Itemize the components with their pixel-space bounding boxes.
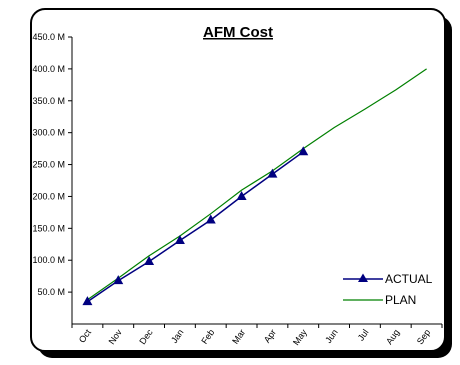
chart-title: AFM Cost (203, 24, 273, 41)
data-point-actual (267, 168, 278, 178)
legend: ACTUAL PLAN (343, 272, 433, 307)
series-line-plan (87, 68, 427, 301)
y-tick-label: 350.0 M (32, 96, 65, 106)
y-tick-label: 250.0 M (32, 160, 65, 170)
legend-actual-label: ACTUAL (385, 272, 433, 286)
chart-frame (30, 8, 446, 352)
y-tick-label: 50.0 M (37, 287, 65, 297)
legend-actual-marker (358, 273, 368, 282)
data-point-actual (236, 190, 247, 200)
data-point-actual (174, 234, 185, 244)
data-point-actual (113, 275, 124, 285)
y-tick-label: 100.0 M (32, 255, 65, 265)
data-point-actual (205, 214, 216, 224)
y-tick-label: 300.0 M (32, 128, 65, 138)
series-line-actual (86, 151, 304, 303)
y-tick-label: 200.0 M (32, 191, 65, 201)
y-ticks: 50.0 M 100.0 M 150.0 M 200.0 M 250.0 M 300.0 … (32, 32, 72, 297)
y-tick-label: 450.0 M (32, 32, 65, 42)
data-point-actual (144, 255, 155, 265)
legend-plan-label: PLAN (385, 293, 416, 307)
data-point-actual (298, 146, 309, 156)
y-tick-label: 400.0 M (32, 64, 65, 74)
series-layer (82, 68, 427, 306)
data-point-actual (82, 296, 93, 306)
y-tick-label: 150.0 M (32, 223, 65, 233)
